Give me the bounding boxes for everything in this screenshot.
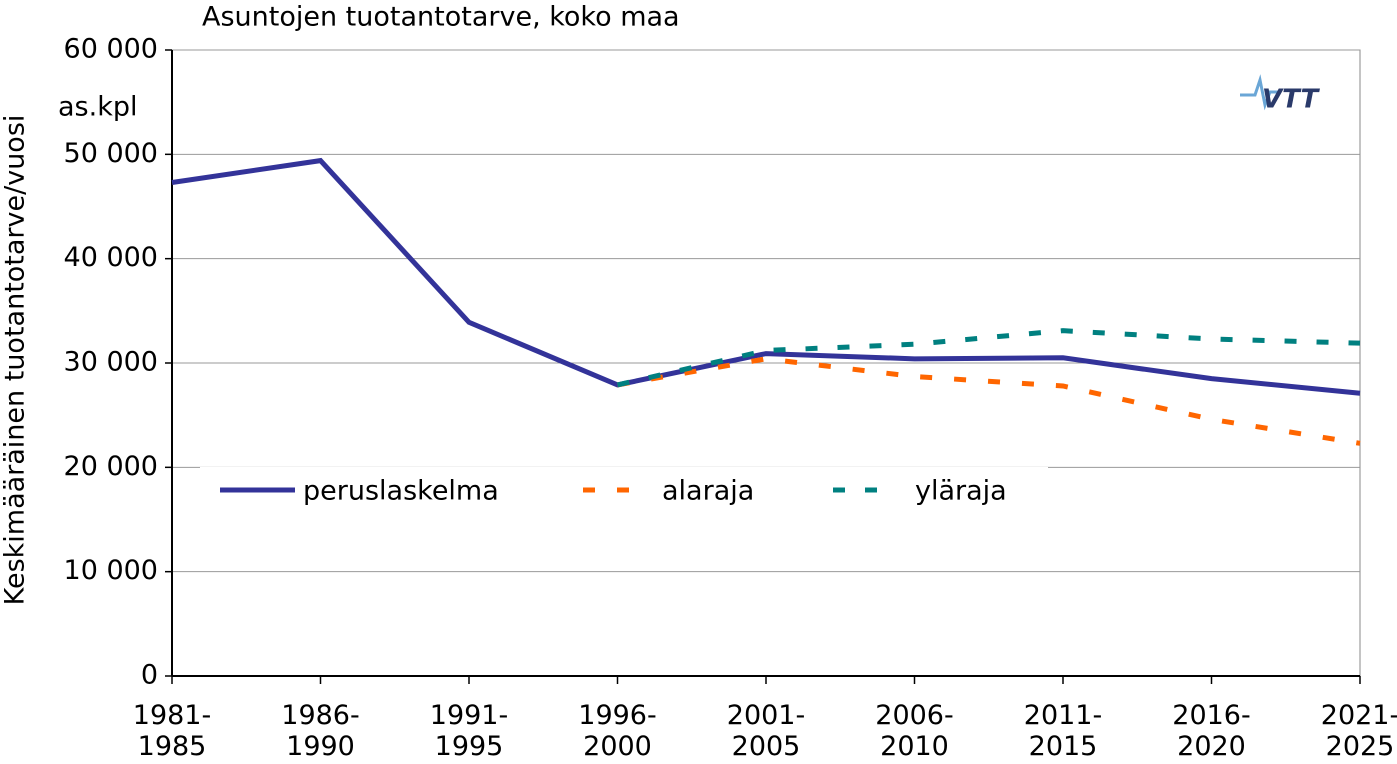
x-tick-label: 2021- 2025: [1320, 700, 1397, 762]
legend: peruslaskelma alaraja yläraja: [200, 467, 1048, 519]
y-tick-label: 0: [141, 660, 158, 691]
y-tick-label: 50 000: [64, 138, 158, 169]
series-line: [171, 157, 1361, 396]
legend-label: peruslaskelma: [303, 476, 499, 507]
y-tick-label: 30 000: [64, 347, 158, 378]
y-axis-title: Keskimääräinen tuotantotarve/vuosi: [0, 115, 31, 606]
x-tick-label: 1986- 1990: [281, 700, 360, 762]
legend-label: alaraja: [662, 476, 754, 507]
y-tick-label: 10 000: [64, 555, 158, 586]
unit-label: as.kpl: [58, 92, 137, 123]
x-tick-label: 2001- 2005: [726, 700, 806, 762]
logo-mark: [1240, 74, 1280, 111]
series-line: [617, 356, 1361, 446]
x-tick-label: 2006- 2010: [875, 700, 954, 762]
y-tick-label: 60 000: [64, 34, 158, 65]
x-tick-label: 1981- 1985: [132, 700, 212, 762]
x-tick-label: 1991- 1995: [429, 700, 509, 762]
y-tick-label: 40 000: [64, 242, 158, 273]
legend-box: [200, 467, 1048, 519]
x-tick-label: 2011- 2015: [1023, 700, 1103, 762]
legend-label: yläraja: [915, 476, 1007, 507]
y-tick-label: 20 000: [64, 451, 158, 482]
chart-title: Asuntojen tuotantotarve, koko maa: [202, 2, 680, 33]
logo-text: VTT: [1262, 85, 1320, 115]
x-tick-label: 1996- 2000: [578, 700, 657, 762]
logo: VTT: [1240, 74, 1320, 115]
x-tick-label: 2016- 2020: [1172, 700, 1251, 762]
